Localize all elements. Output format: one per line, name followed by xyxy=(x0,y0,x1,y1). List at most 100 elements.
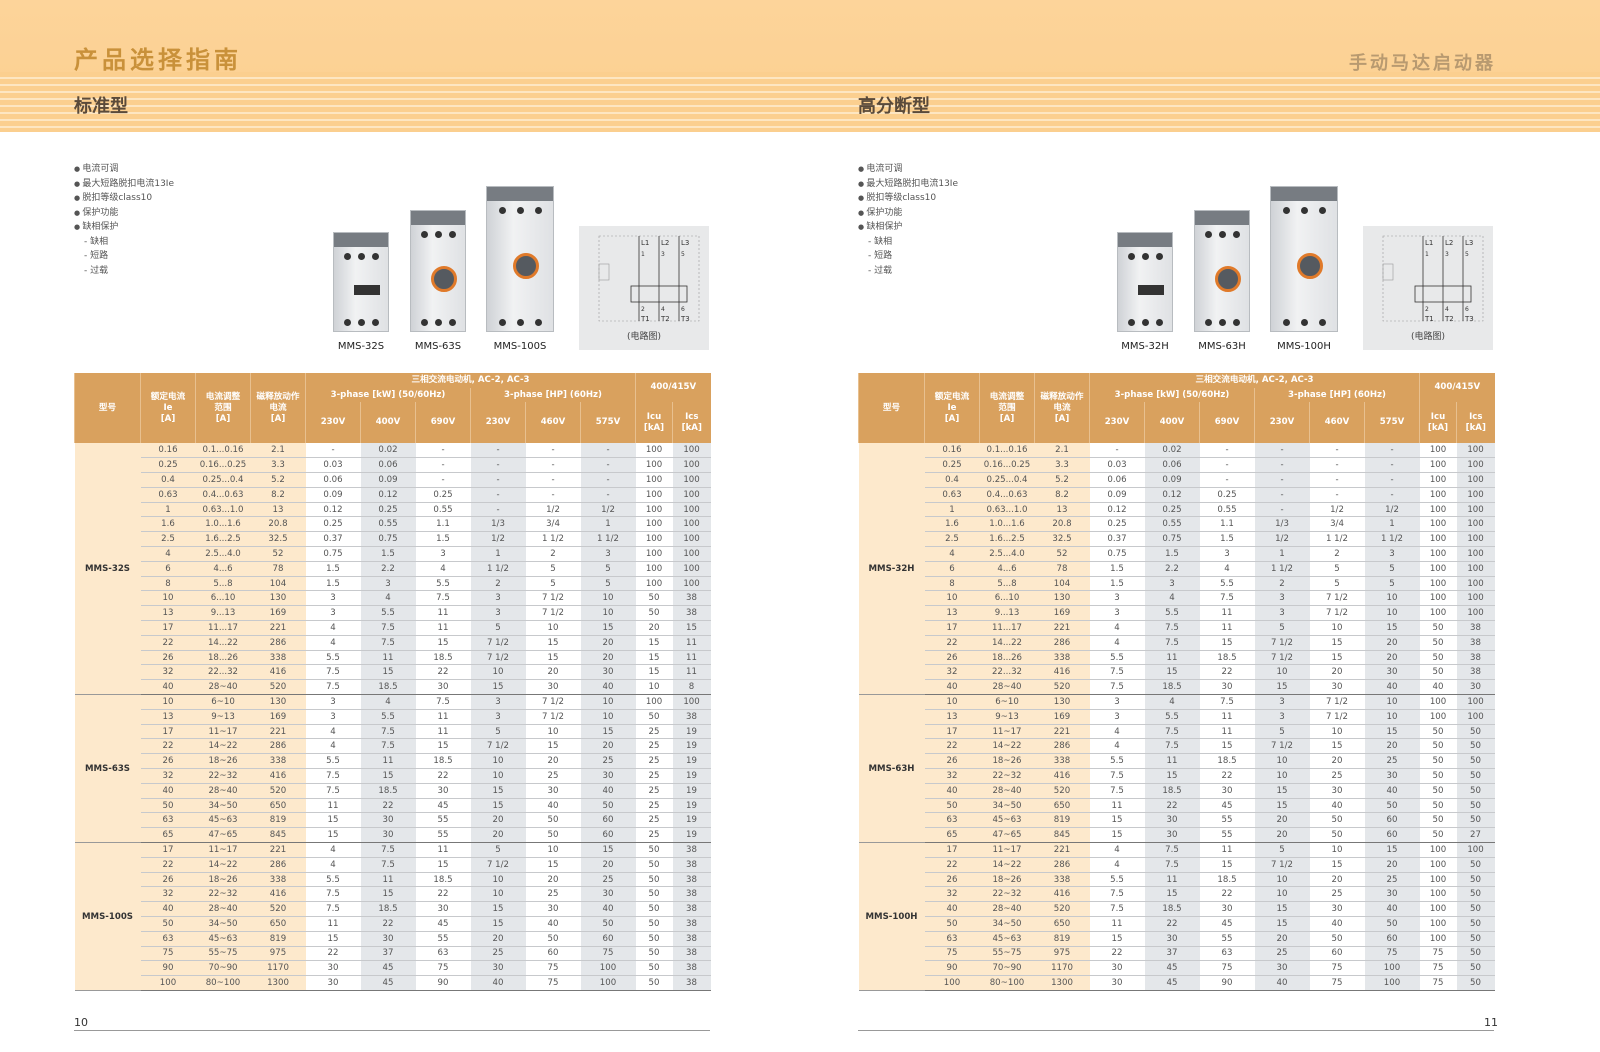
header-adjust-range: 电流调整 范围 [A] xyxy=(195,373,251,443)
feature-sub-item: - 短路 xyxy=(84,251,109,261)
table-cell: 15 xyxy=(1199,738,1255,755)
table-cell: 2.5...4.0 xyxy=(195,546,251,562)
table-cell: - xyxy=(415,443,471,459)
table-cell: 221 xyxy=(250,842,306,858)
table-row: 13 9...13 169 3 5.5 11 3 7 1/2 10 100 100 xyxy=(859,605,1495,622)
table-cell: 30 xyxy=(1309,783,1365,799)
table-cell: 10 xyxy=(140,694,196,710)
product-image xyxy=(1194,210,1250,332)
table-cell: 7.5 xyxy=(1144,724,1200,740)
table-cell: 100 xyxy=(1456,502,1495,518)
table-cell: 100 xyxy=(1419,443,1457,459)
table-cell: 15 xyxy=(470,916,526,932)
table-row: 32 22~32 416 7.5 15 22 10 25 30 25 19 xyxy=(75,768,711,784)
feature-item: 保护功能 xyxy=(74,206,174,221)
table-cell: 100 xyxy=(1419,694,1457,710)
table-cell: 50 xyxy=(1419,798,1457,814)
table-cell: 7.5 xyxy=(1089,679,1145,696)
section-title: 高分断型 xyxy=(858,96,930,117)
table-cell: 78 xyxy=(250,561,306,577)
table-cell: - xyxy=(580,457,636,474)
product-label: MMS-32S xyxy=(337,341,385,352)
table-cell: 3 xyxy=(470,590,526,607)
table-cell: 100 xyxy=(1419,472,1457,488)
table-cell: 100 xyxy=(1456,842,1495,858)
table-cell: 22 xyxy=(415,768,471,784)
table-cell: 3 xyxy=(1089,694,1145,710)
table-cell: 50 xyxy=(1456,798,1495,814)
table-cell: 40 xyxy=(1364,679,1420,696)
table-cell: 30 xyxy=(1456,679,1495,696)
table-cell: 10 xyxy=(580,590,636,607)
table-cell: 7.5 xyxy=(415,590,471,607)
table-cell: 1/2 xyxy=(1254,531,1310,548)
table-cell: 34~50 xyxy=(979,798,1035,814)
product-image xyxy=(1270,186,1338,332)
table-cell: 4 xyxy=(305,842,361,858)
table-cell: 15 xyxy=(525,635,581,651)
table-cell: 55 xyxy=(1199,812,1255,829)
table-cell: 7 1/2 xyxy=(470,650,526,666)
table-cell: 20 xyxy=(1309,664,1365,681)
table-cell: 75 xyxy=(525,975,581,991)
table-cell: 19 xyxy=(672,812,711,829)
table-row: 0.25 0.16...0.25 3.3 0.03 0.06- - - -100 100 xyxy=(859,457,1495,474)
table-cell: 11...17 xyxy=(979,620,1035,636)
table-cell: 20 xyxy=(580,635,636,651)
table-cell: 14~22 xyxy=(195,738,251,755)
table-cell: 18.5 xyxy=(1199,753,1255,770)
table-cell: 50 xyxy=(1456,812,1495,829)
svg-text:4: 4 xyxy=(1445,306,1449,313)
table-cell: 17 xyxy=(924,724,980,740)
table-cell: 0.37 xyxy=(305,531,361,548)
table-cell: 10 xyxy=(1254,753,1310,770)
table-cell: 520 xyxy=(250,783,306,799)
table-cell: 50 xyxy=(635,842,673,858)
table-cell: 5.5 xyxy=(1089,650,1145,666)
svg-text:T1: T1 xyxy=(1424,315,1434,323)
table-cell: 15 xyxy=(1254,783,1310,799)
table-cell: 7.5 xyxy=(305,783,361,799)
table-cell: 30 xyxy=(1309,679,1365,696)
table-cell: 5 xyxy=(1364,561,1420,577)
table-cell: 90 xyxy=(924,960,980,977)
header-adjust-range: 电流调整 范围 [A] xyxy=(979,373,1035,443)
table-cell: 7.5 xyxy=(1089,768,1145,784)
table-cell: 50 xyxy=(635,886,673,903)
table-cell: 15 xyxy=(525,650,581,666)
table-cell: 286 xyxy=(1034,857,1090,873)
table-cell: 1 1/2 xyxy=(525,531,581,548)
table-cell: 50 xyxy=(1456,975,1495,991)
table-cell: 50 xyxy=(1456,738,1495,755)
table-cell: 7.5 xyxy=(305,901,361,917)
table-cell: 15 xyxy=(1199,857,1255,873)
table-cell: 7.5 xyxy=(1199,590,1255,607)
table-cell: 169 xyxy=(250,605,306,622)
table-cell: 7.5 xyxy=(1089,664,1145,681)
table-row: 100 80~100 1300 30 45 90 40 75 100 75 50 xyxy=(859,975,1495,991)
table-cell: 22 xyxy=(1199,768,1255,784)
table-cell: 15 xyxy=(360,886,416,903)
table-cell: 169 xyxy=(1034,605,1090,622)
table-cell: 100 xyxy=(635,472,673,488)
table-row: 26 18~26 338 5.5 11 18.5 10 20 25 50 50 xyxy=(859,753,1495,770)
table-cell: 100 xyxy=(672,561,711,577)
header-kw: 3-phase [kW] (50/60Hz) xyxy=(1089,388,1255,402)
table-cell: 30 xyxy=(1364,664,1420,681)
table-cell: 100 xyxy=(1419,842,1457,858)
table-cell: - xyxy=(1199,457,1255,474)
table-cell: 10 xyxy=(1364,605,1420,622)
table-cell: 28~40 xyxy=(195,679,251,696)
table-cell: 22 xyxy=(924,738,980,755)
table-cell: 25 xyxy=(470,946,526,962)
table-row: 26 18...26 338 5.5 11 18.5 7 1/2 15 20 15 11 xyxy=(75,650,711,666)
table-cell: 1.5 xyxy=(360,546,416,562)
table-cell: 7.5 xyxy=(360,635,416,651)
table-cell: 30 xyxy=(580,886,636,903)
table-cell: 650 xyxy=(250,798,306,814)
table-cell: 0.25 xyxy=(1199,487,1255,503)
table-cell: 50 xyxy=(924,798,980,814)
table-row: 6 4...6 78 1.5 2.2 4 1 1/2 5 5 100 100 xyxy=(859,561,1495,577)
table-cell: 20 xyxy=(580,857,636,873)
table-cell: 100 xyxy=(580,975,636,991)
